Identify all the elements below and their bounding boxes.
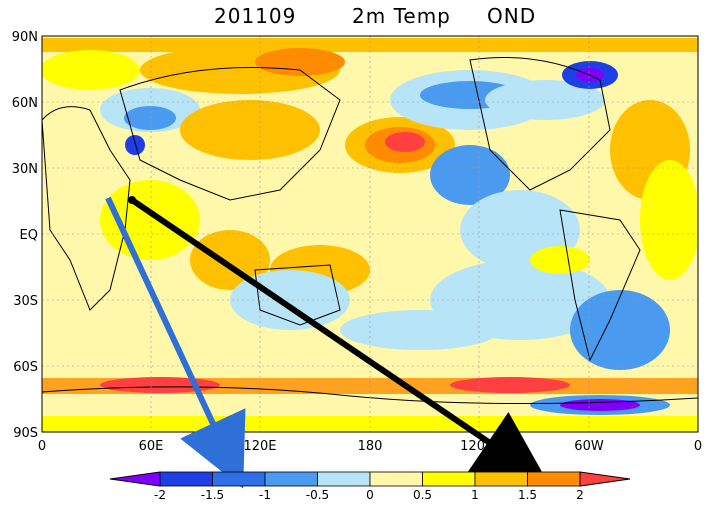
map-title: 201109 2m Temp OND bbox=[0, 4, 712, 32]
title-variable: 2m Temp bbox=[352, 4, 451, 28]
lat-label: 60S bbox=[13, 360, 38, 375]
lat-label: 90S bbox=[13, 426, 38, 441]
graticule bbox=[42, 36, 698, 432]
colorbar-min-arrow bbox=[109, 471, 161, 487]
lon-label: 120E bbox=[243, 439, 276, 454]
colorbar-tick-label: 2 bbox=[576, 488, 584, 502]
colorbar-segment bbox=[264, 471, 318, 487]
colorbar-segment bbox=[317, 471, 371, 487]
lon-label: 180 bbox=[358, 439, 383, 454]
colorbar-tick-label: 0.5 bbox=[413, 488, 432, 502]
colorbar: -2 -1.5 -1 -0.5 0 0.5 1 1.5 2 bbox=[109, 471, 631, 502]
colorbar-segment bbox=[159, 471, 213, 487]
lat-label: 30S bbox=[13, 294, 38, 309]
colorbar-tick-label: -1.5 bbox=[201, 488, 224, 502]
lat-label: EQ bbox=[20, 228, 38, 243]
map-frame bbox=[41, 35, 699, 433]
lon-label: 0 bbox=[694, 439, 702, 454]
title-season: OND bbox=[487, 4, 537, 28]
lon-labels: 0 60E 120E 180 120W 60W 0 bbox=[38, 439, 702, 454]
lat-label: 60N bbox=[12, 96, 38, 111]
colorbar-tick-label: 1 bbox=[471, 488, 479, 502]
colorbar-segment bbox=[527, 471, 581, 487]
title-date: 201109 bbox=[214, 4, 297, 28]
colorbar-segment bbox=[212, 471, 266, 487]
lon-label: 60W bbox=[574, 439, 604, 454]
colorbar-tick-label: 0 bbox=[366, 488, 374, 502]
lon-label: 60E bbox=[139, 439, 164, 454]
colorbar-max-arrow bbox=[579, 471, 631, 487]
lat-labels: 90N 60N 30N EQ 30S 60S 90S bbox=[12, 30, 38, 441]
black-arrow bbox=[130, 197, 548, 483]
lon-label: 0 bbox=[38, 439, 46, 454]
colorbar-tick-label: 1.5 bbox=[518, 488, 537, 502]
colorbar-segment bbox=[369, 471, 423, 487]
colorbar-tick-label: -2 bbox=[154, 488, 166, 502]
colorbar-segment bbox=[422, 471, 476, 487]
colorbar-tick-label: -1 bbox=[259, 488, 271, 502]
colorbar-tick-label: -0.5 bbox=[306, 488, 329, 502]
blue-arrow bbox=[105, 196, 246, 489]
lat-label: 90N bbox=[12, 30, 38, 45]
lat-label: 30N bbox=[12, 162, 38, 177]
colorbar-segment bbox=[474, 471, 528, 487]
